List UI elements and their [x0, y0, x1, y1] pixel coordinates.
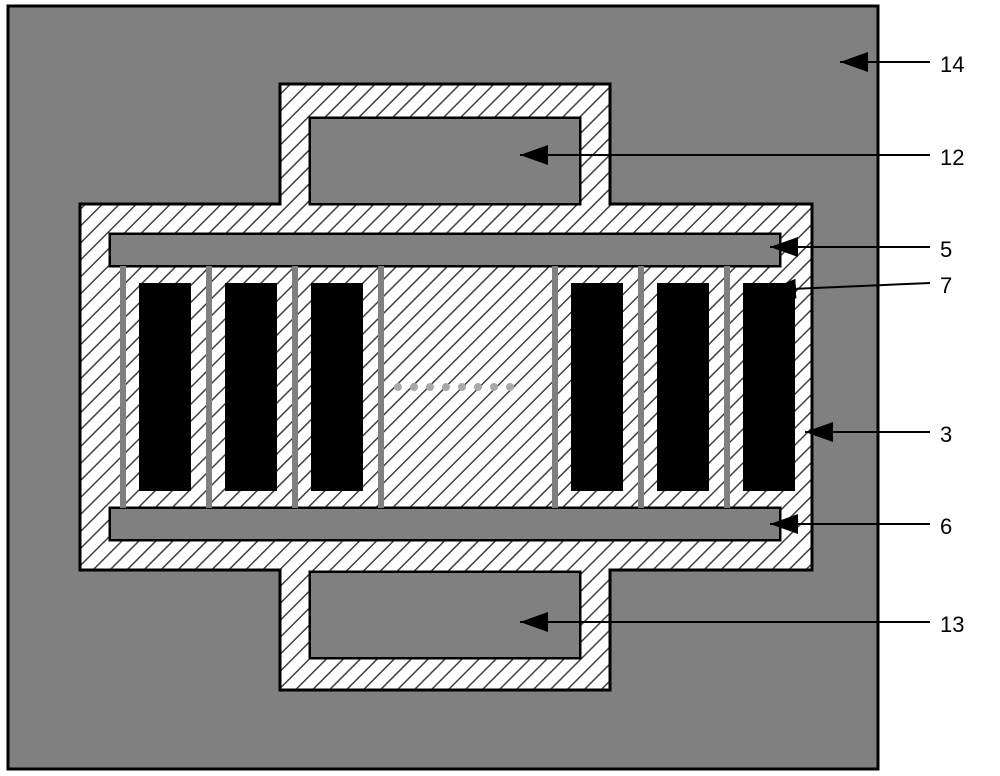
- vertical-connector: [206, 266, 212, 508]
- inner-gray-region: [310, 118, 580, 204]
- ellipsis-dot: [426, 383, 434, 391]
- ellipsis-dot: [442, 383, 450, 391]
- inner-gray-region: [310, 572, 580, 658]
- callout-label-6: 6: [940, 514, 952, 540]
- callout-label-13: 13: [940, 612, 964, 638]
- black-element: [572, 284, 622, 490]
- ellipsis-dot: [394, 383, 402, 391]
- callout-label-7: 7: [940, 273, 952, 299]
- black-element: [226, 284, 276, 490]
- inner-gray-region: [110, 234, 780, 266]
- diagram-svg: [0, 0, 1000, 776]
- ellipsis-dot: [490, 383, 498, 391]
- black-element: [744, 284, 794, 490]
- ellipsis-dot: [474, 383, 482, 391]
- callout-label-3: 3: [940, 422, 952, 448]
- black-element: [312, 284, 362, 490]
- vertical-connector: [378, 266, 384, 508]
- callout-label-12: 12: [940, 145, 964, 171]
- black-element: [140, 284, 190, 490]
- black-element: [658, 284, 708, 490]
- vertical-connector: [292, 266, 298, 508]
- inner-gray-region: [110, 508, 780, 540]
- ellipsis-dot: [506, 383, 514, 391]
- vertical-connector: [638, 266, 644, 508]
- vertical-connector: [120, 266, 126, 508]
- vertical-connector: [724, 266, 730, 508]
- ellipsis-dot: [410, 383, 418, 391]
- vertical-connector: [552, 266, 558, 508]
- callout-label-5: 5: [940, 237, 952, 263]
- callout-label-14: 14: [940, 52, 964, 78]
- ellipsis-dot: [458, 383, 466, 391]
